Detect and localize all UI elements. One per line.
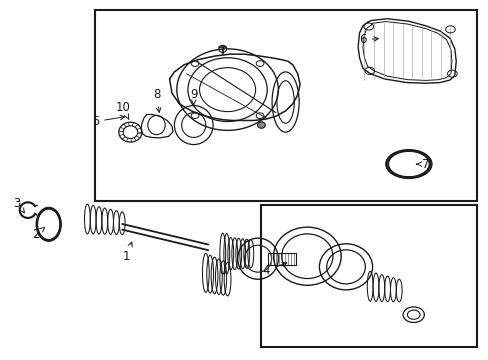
Text: 4: 4	[262, 262, 286, 277]
Text: 6: 6	[359, 33, 378, 46]
Bar	[95, 10, 476, 201]
Bar	[261, 205, 476, 347]
Text: 9: 9	[190, 89, 197, 105]
Text: 8: 8	[153, 89, 161, 112]
Text: 10: 10	[115, 101, 130, 119]
Text: 2: 2	[32, 228, 44, 242]
Text: 7: 7	[416, 158, 428, 171]
Text: 3: 3	[14, 197, 24, 213]
Text: 5: 5	[92, 115, 124, 128]
Text: 1: 1	[122, 242, 132, 263]
Ellipse shape	[257, 122, 265, 128]
